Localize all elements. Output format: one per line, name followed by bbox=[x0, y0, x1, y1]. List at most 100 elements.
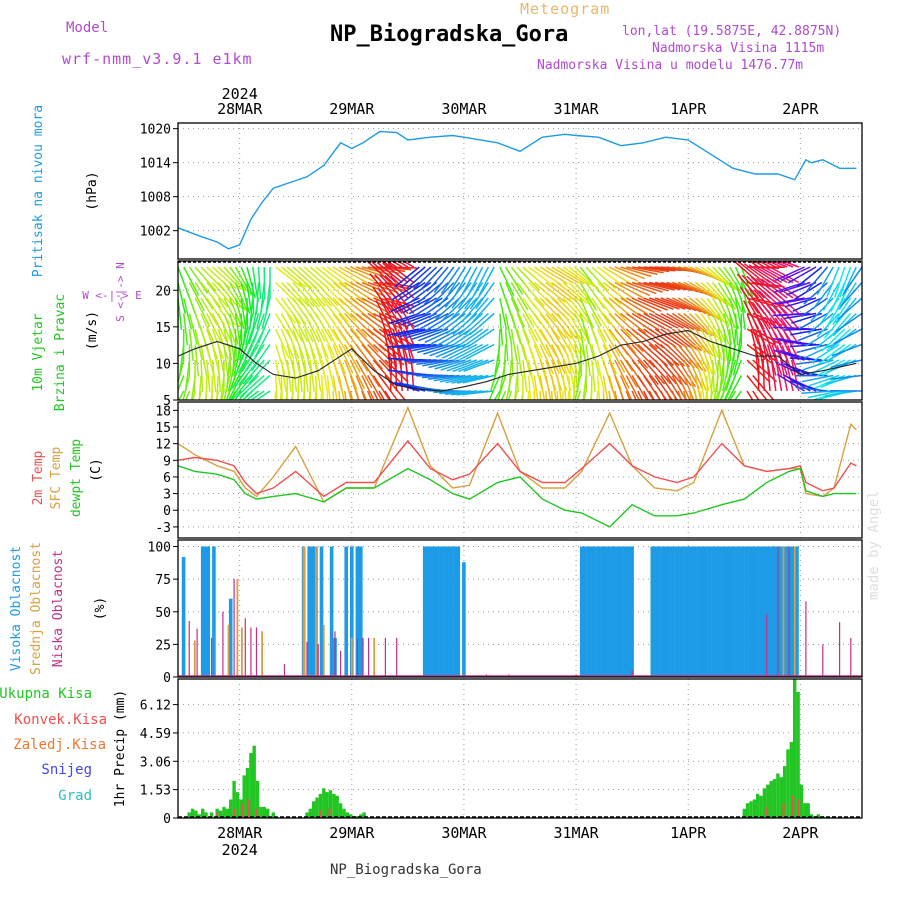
wind-barb bbox=[637, 266, 670, 273]
wind-barb bbox=[751, 314, 765, 345]
wind-barb bbox=[194, 344, 200, 377]
wind-barb bbox=[332, 266, 361, 285]
top-day-label-4: 1APR bbox=[670, 100, 707, 118]
wind-barb bbox=[539, 390, 542, 400]
wind-barb bbox=[338, 266, 368, 284]
wind-barb bbox=[748, 264, 777, 284]
wind-barb bbox=[771, 304, 794, 330]
wind-barb bbox=[631, 375, 648, 400]
wind-barb bbox=[298, 328, 311, 360]
bottom-day-label-3: 31MAR bbox=[553, 824, 599, 842]
wind-barb bbox=[654, 312, 684, 329]
wind-barb bbox=[711, 328, 723, 360]
precip-conv-bar bbox=[791, 795, 794, 818]
high-cloud-bar bbox=[650, 546, 655, 677]
wind-barb bbox=[391, 281, 420, 301]
wind-barb bbox=[303, 344, 313, 376]
precip-total-bar bbox=[335, 795, 339, 818]
precip-total-bar bbox=[359, 814, 363, 818]
wind-barb bbox=[694, 328, 714, 357]
wind-barb bbox=[545, 281, 572, 303]
precip-total-bar bbox=[239, 799, 243, 818]
wind-barb bbox=[389, 358, 393, 392]
high-cloud-bar bbox=[593, 546, 597, 677]
wind-barb bbox=[834, 266, 846, 298]
wind-barb bbox=[722, 359, 731, 392]
wind-barb bbox=[550, 359, 563, 391]
wind-barb bbox=[361, 344, 384, 370]
wind-barb bbox=[473, 266, 490, 296]
wind-barb bbox=[761, 303, 783, 330]
wind-barb bbox=[706, 266, 732, 288]
wind-barb bbox=[200, 266, 225, 291]
model-altitude-label: Nadmorska Visina u modelu 1476.77m bbox=[537, 58, 804, 73]
high-cloud-bar bbox=[727, 546, 732, 677]
wind-barb bbox=[338, 344, 354, 374]
wind-barb bbox=[182, 375, 191, 400]
wind-barb bbox=[478, 266, 495, 296]
wind-barb bbox=[746, 314, 760, 345]
wind-barb bbox=[417, 281, 443, 304]
high-cloud-bar bbox=[764, 546, 769, 677]
cloud-unit-label: (%) bbox=[93, 597, 108, 620]
wind-barb bbox=[602, 328, 621, 357]
precip-total-bar bbox=[204, 812, 208, 818]
high-cloud-bar bbox=[433, 546, 437, 677]
precip-total-bar bbox=[332, 793, 336, 818]
wind-barb bbox=[376, 261, 403, 284]
wind-barb bbox=[510, 313, 522, 345]
wind-barb bbox=[388, 312, 420, 325]
wind-barb bbox=[439, 374, 472, 383]
wind-barb bbox=[789, 343, 822, 348]
wind-barb bbox=[510, 344, 514, 377]
wind-barb bbox=[796, 266, 823, 288]
wind-barb bbox=[504, 266, 524, 295]
wind-barb bbox=[694, 297, 720, 321]
wind-barb bbox=[694, 313, 717, 339]
wind-barb bbox=[206, 313, 222, 343]
wind-barb bbox=[700, 344, 714, 375]
wind-barb bbox=[326, 375, 331, 400]
wind-barb bbox=[338, 328, 357, 357]
wind-barb bbox=[250, 344, 271, 372]
precip-conv-bar bbox=[240, 803, 243, 818]
precip-total-bar bbox=[245, 768, 250, 818]
high-cloud-bar bbox=[590, 546, 594, 677]
wind-barb bbox=[757, 261, 771, 268]
wind-barb bbox=[452, 312, 478, 336]
wind-barb bbox=[625, 297, 656, 314]
wind-barb bbox=[510, 282, 529, 311]
wind-barb bbox=[706, 297, 727, 325]
wind-barb bbox=[585, 297, 602, 327]
high-cloud-bar bbox=[443, 546, 447, 677]
wind-barb bbox=[411, 328, 443, 340]
temp-ytick-label-4: 9 bbox=[163, 454, 171, 469]
wind-barb bbox=[539, 375, 546, 400]
wind-barb bbox=[527, 375, 532, 400]
wind-barb bbox=[654, 328, 682, 348]
wind-barb bbox=[717, 297, 733, 328]
top-day-label-2: 30MAR bbox=[441, 100, 487, 118]
wind-barb bbox=[516, 266, 540, 291]
wind-barb bbox=[461, 297, 484, 323]
top-day-label-0: 28MAR bbox=[217, 100, 263, 118]
wind-barb bbox=[286, 313, 303, 343]
cloud-ytick-label-0: 0 bbox=[163, 671, 171, 686]
wind-barb bbox=[585, 344, 591, 377]
high-cloud-bar bbox=[690, 546, 695, 677]
precip-conv-bar bbox=[319, 810, 322, 818]
precip-ylabel: 1hr Precip (mm) bbox=[113, 690, 128, 807]
wind-barb bbox=[286, 328, 300, 360]
precip-ytick-label-1: 1.53 bbox=[140, 784, 171, 799]
wind-barb bbox=[410, 359, 443, 364]
cloud-ylabel-low: Niska Oblacnost bbox=[51, 550, 66, 667]
wind-barb bbox=[309, 328, 323, 360]
wind-barb bbox=[344, 266, 374, 282]
wind-barb bbox=[839, 266, 852, 298]
precip-total-bar bbox=[355, 816, 360, 818]
wind-barb bbox=[528, 281, 553, 306]
precip-total-bar bbox=[218, 810, 223, 818]
wind-barb bbox=[455, 328, 484, 348]
wind-barb bbox=[568, 313, 586, 342]
